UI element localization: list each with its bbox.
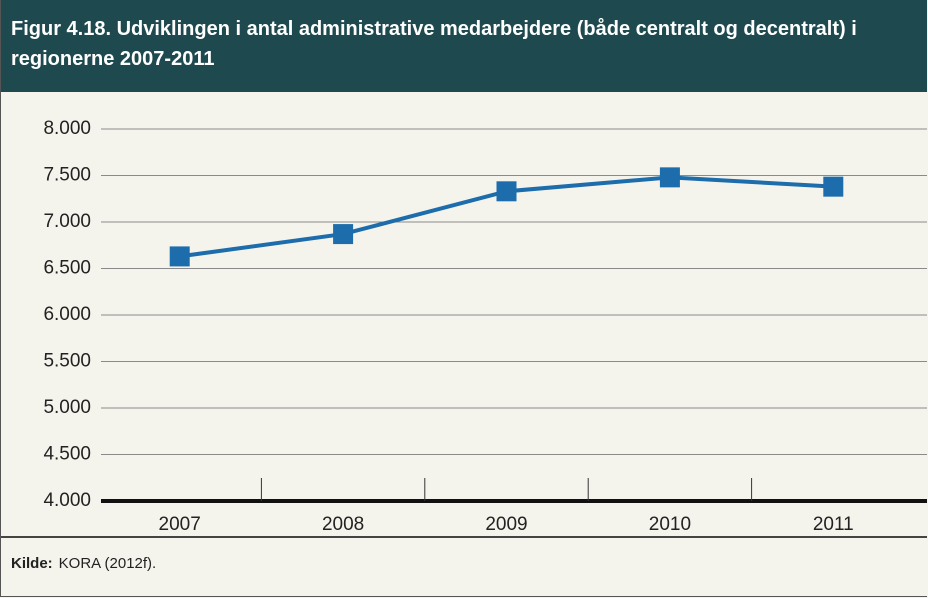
data-marker	[659, 167, 680, 188]
source-text: KORA (2012f).	[58, 555, 157, 572]
y-tick-label: 8.000	[43, 118, 91, 139]
data-marker	[169, 246, 190, 267]
data-marker	[496, 181, 517, 202]
y-tick-label: 5.000	[43, 397, 91, 418]
x-tick-label: 2008	[322, 514, 364, 535]
x-tick-label: 2011	[813, 514, 854, 535]
y-tick-label: 4.000	[43, 490, 91, 511]
y-tick-label: 7.000	[43, 211, 91, 232]
source-note: Kilde: KORA (2012f).	[1, 536, 927, 594]
chart-title: Figur 4.18. Udviklingen i antal administ…	[1, 0, 927, 92]
x-tick-label: 2010	[649, 514, 691, 535]
y-tick-label: 7.500	[43, 165, 91, 186]
chart: 4.000 4.500 5.000 5.500 6.000 6.500 7.000 7.500…	[43, 118, 927, 535]
y-tick-label: 6.000	[43, 304, 91, 325]
x-tick-label: 2009	[485, 514, 527, 535]
data-marker	[333, 224, 354, 245]
data-marker	[823, 176, 844, 197]
y-tick-label: 4.500	[43, 444, 91, 465]
source-label: Kilde:	[11, 555, 53, 572]
y-tick-label: 6.500	[43, 258, 91, 279]
y-tick-label: 5.500	[43, 351, 91, 372]
x-tick-label: 2007	[159, 514, 201, 535]
